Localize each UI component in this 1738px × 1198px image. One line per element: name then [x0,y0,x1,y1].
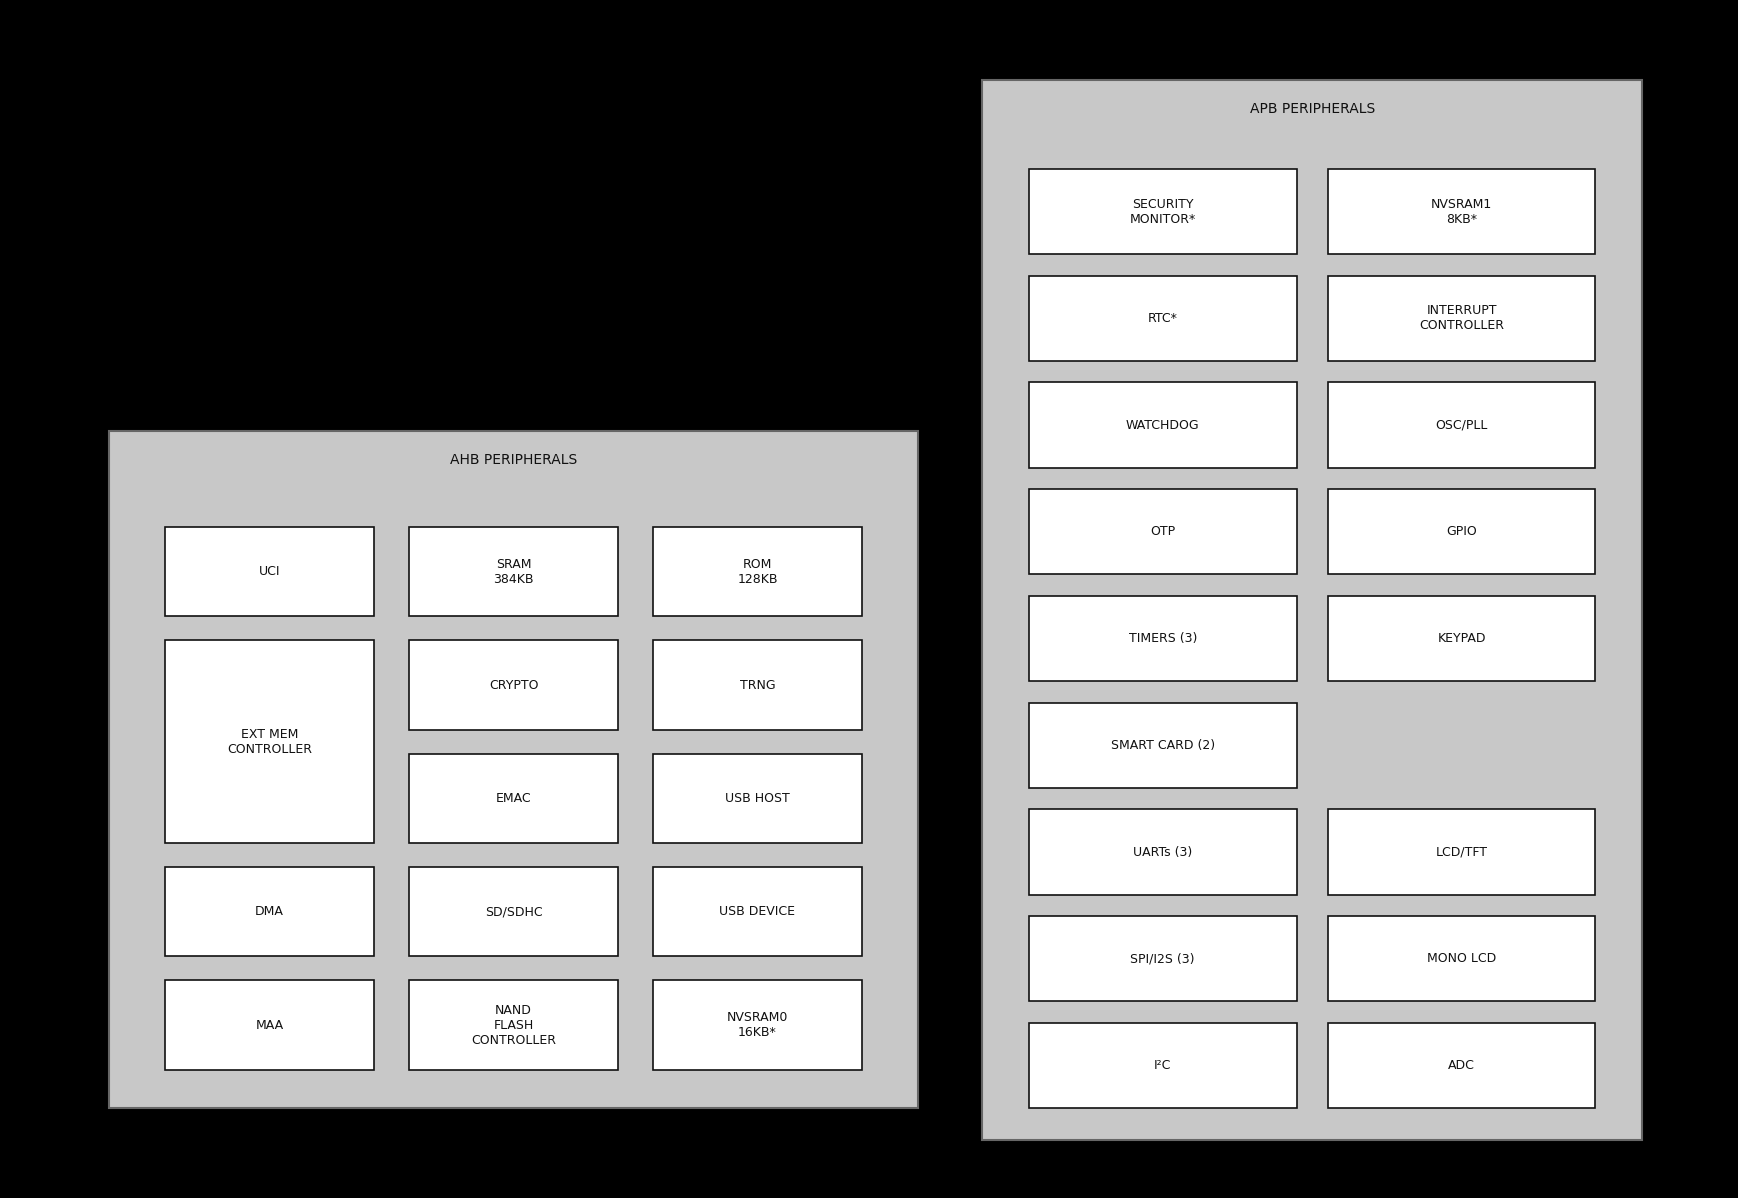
FancyBboxPatch shape [1328,595,1595,682]
Text: SRAM
384KB: SRAM 384KB [494,558,534,586]
Text: I²C: I²C [1154,1059,1171,1072]
Text: ROM
128KB: ROM 128KB [737,558,777,586]
Text: EXT MEM
CONTROLLER: EXT MEM CONTROLLER [228,728,313,756]
FancyBboxPatch shape [982,80,1642,1140]
Text: APB PERIPHERALS: APB PERIPHERALS [1250,102,1375,116]
FancyBboxPatch shape [653,754,862,843]
FancyBboxPatch shape [1029,1023,1297,1108]
Text: OTP: OTP [1151,525,1175,538]
FancyBboxPatch shape [653,980,862,1070]
FancyBboxPatch shape [408,527,619,617]
Text: NVSRAM1
8KB*: NVSRAM1 8KB* [1430,198,1493,225]
Text: UARTs (3): UARTs (3) [1133,846,1192,859]
Text: UCI: UCI [259,565,280,579]
FancyBboxPatch shape [1328,810,1595,895]
Text: SD/SDHC: SD/SDHC [485,906,542,919]
FancyBboxPatch shape [1029,382,1297,467]
Text: USB DEVICE: USB DEVICE [720,906,796,919]
Text: TIMERS (3): TIMERS (3) [1128,633,1197,645]
FancyBboxPatch shape [1328,169,1595,254]
FancyBboxPatch shape [1029,169,1297,254]
Text: RTC*: RTC* [1147,311,1178,325]
FancyBboxPatch shape [1029,489,1297,574]
FancyBboxPatch shape [165,527,374,617]
Text: KEYPAD: KEYPAD [1437,633,1486,645]
Text: SECURITY
MONITOR*: SECURITY MONITOR* [1130,198,1196,225]
Text: SPI/I2S (3): SPI/I2S (3) [1130,952,1196,966]
FancyBboxPatch shape [1029,703,1297,788]
FancyBboxPatch shape [408,754,619,843]
FancyBboxPatch shape [1029,916,1297,1002]
FancyBboxPatch shape [1029,595,1297,682]
FancyBboxPatch shape [165,641,374,843]
FancyBboxPatch shape [165,867,374,956]
Text: CRYPTO: CRYPTO [488,678,539,691]
Text: NAND
FLASH
CONTROLLER: NAND FLASH CONTROLLER [471,1004,556,1047]
Text: OSC/PLL: OSC/PLL [1436,418,1488,431]
Text: AHB PERIPHERALS: AHB PERIPHERALS [450,453,577,467]
FancyBboxPatch shape [1328,916,1595,1002]
FancyBboxPatch shape [1328,276,1595,361]
Text: EMAC: EMAC [495,792,532,805]
FancyBboxPatch shape [1328,382,1595,467]
FancyBboxPatch shape [653,641,862,730]
FancyBboxPatch shape [408,641,619,730]
FancyBboxPatch shape [1029,810,1297,895]
Text: NVSRAM0
16KB*: NVSRAM0 16KB* [726,1011,787,1039]
FancyBboxPatch shape [1328,1023,1595,1108]
FancyBboxPatch shape [653,867,862,956]
Text: LCD/TFT: LCD/TFT [1436,846,1488,859]
FancyBboxPatch shape [653,527,862,617]
FancyBboxPatch shape [1328,489,1595,574]
FancyBboxPatch shape [408,980,619,1070]
Text: TRNG: TRNG [740,678,775,691]
Text: SMART CARD (2): SMART CARD (2) [1111,739,1215,752]
FancyBboxPatch shape [408,867,619,956]
Text: GPIO: GPIO [1446,525,1477,538]
FancyBboxPatch shape [165,980,374,1070]
Text: WATCHDOG: WATCHDOG [1126,418,1199,431]
Text: ADC: ADC [1448,1059,1476,1072]
Text: MAA: MAA [255,1018,283,1031]
Text: DMA: DMA [255,906,283,919]
FancyBboxPatch shape [109,431,918,1108]
Text: INTERRUPT
CONTROLLER: INTERRUPT CONTROLLER [1420,304,1503,332]
Text: USB HOST: USB HOST [725,792,789,805]
FancyBboxPatch shape [1029,276,1297,361]
Text: MONO LCD: MONO LCD [1427,952,1496,966]
